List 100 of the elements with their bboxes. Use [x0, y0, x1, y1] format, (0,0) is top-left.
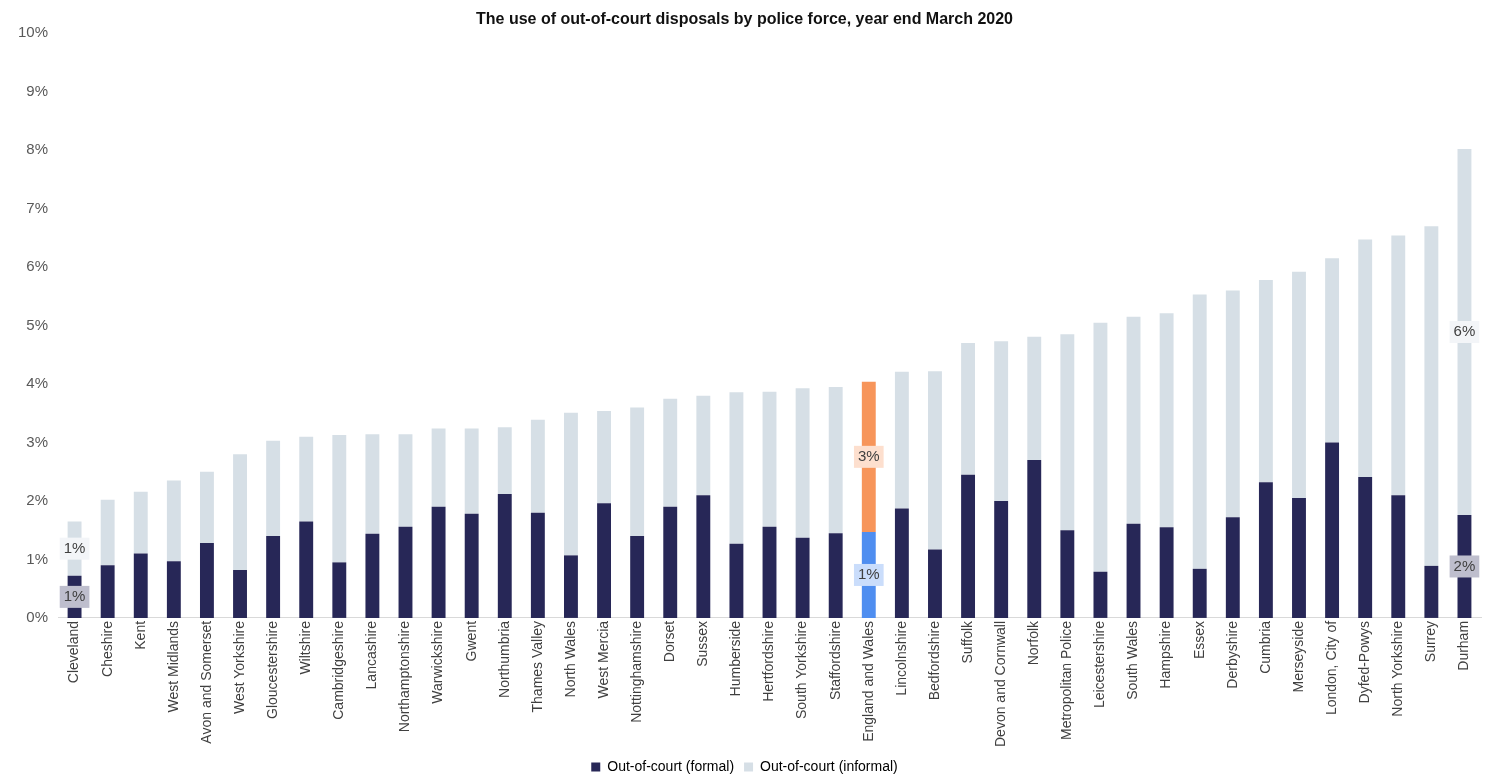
bar	[928, 549, 942, 618]
bar	[1292, 271, 1306, 499]
bar	[1391, 495, 1406, 618]
bar	[332, 434, 347, 563]
bar	[729, 543, 744, 618]
x-tick-label: London, City of	[1322, 620, 1339, 716]
x-tick-label: Lancashire	[363, 620, 380, 690]
bar	[663, 398, 678, 507]
x-tick-label: Leicestershire	[1091, 620, 1108, 709]
bar	[464, 513, 479, 618]
bar	[100, 499, 115, 566]
bar	[1258, 279, 1273, 483]
bar	[1060, 530, 1075, 618]
bar	[1159, 313, 1174, 528]
bar	[597, 410, 611, 504]
x-tick-label: Cumbria	[1256, 620, 1273, 674]
x-tick-label: Kent	[131, 620, 148, 650]
bar	[233, 454, 247, 570]
x-tick-label: Gwent	[462, 620, 479, 662]
bar	[431, 506, 446, 618]
y-tick-label: 6%	[26, 257, 49, 275]
bar	[166, 480, 181, 562]
x-tick-label: Thames Valley	[528, 620, 545, 713]
bar	[1225, 517, 1240, 618]
bar	[497, 493, 512, 618]
bar	[795, 388, 810, 538]
x-tick-label: North Yorkshire	[1389, 620, 1406, 717]
bar	[100, 565, 115, 618]
x-tick-label: Dorset	[661, 620, 678, 663]
bar	[894, 371, 909, 509]
x-tick-label: Avon and Somerset	[197, 620, 214, 744]
x-tick-label: West Yorkshire	[230, 620, 247, 715]
data-label: 1%	[63, 538, 86, 556]
bar	[1258, 482, 1273, 618]
bar	[994, 341, 1009, 501]
legend-label: Out-of-court (informal)	[760, 757, 898, 774]
x-tick-label: South Yorkshire	[793, 620, 810, 720]
bar	[696, 395, 711, 496]
bar	[497, 427, 512, 494]
x-tick-label: North Wales	[561, 620, 578, 698]
x-tick-label: Cambridgeshire	[330, 620, 347, 720]
bar	[1027, 336, 1042, 461]
bar	[1325, 258, 1340, 443]
y-tick-label: 1%	[26, 549, 49, 567]
x-tick-label: Gloucestershire	[263, 620, 280, 719]
x-tick-label: Humberside	[727, 620, 744, 697]
y-tick-label: 7%	[26, 198, 49, 216]
bar	[1292, 498, 1306, 618]
bar	[828, 533, 843, 618]
bar	[166, 561, 181, 618]
bar	[894, 508, 909, 618]
x-tick-label: Derbyshire	[1223, 620, 1240, 689]
bar	[1126, 316, 1141, 524]
bar	[1192, 568, 1207, 618]
bar	[928, 371, 942, 550]
x-tick-label: Metropolitan Police	[1058, 620, 1075, 740]
bar	[1060, 334, 1075, 531]
x-tick-label: Merseyside	[1289, 620, 1306, 693]
bar	[299, 436, 314, 522]
x-tick-label: Wiltshire	[297, 620, 314, 675]
bar	[795, 537, 810, 618]
bar	[663, 506, 678, 618]
bar	[1093, 322, 1108, 572]
x-tick-label: Northamptonshire	[396, 620, 413, 733]
bar	[266, 536, 281, 618]
bar	[365, 533, 380, 618]
y-tick-label: 2%	[26, 491, 49, 509]
x-tick-label: Nottinghamshire	[628, 620, 644, 723]
bar	[1325, 442, 1340, 618]
bar	[696, 495, 711, 618]
bar	[1424, 226, 1439, 566]
data-label: 2%	[1453, 556, 1476, 574]
bar	[961, 343, 976, 475]
data-label: 1%	[857, 565, 880, 583]
bar	[1358, 239, 1373, 478]
chart-title: The use of out-of-court disposals by police force, year end March 2020	[475, 10, 1014, 28]
bar	[630, 407, 645, 537]
data-label: 3%	[857, 446, 880, 464]
bar	[199, 543, 214, 618]
bar	[398, 434, 413, 527]
x-tick-label: Staffordshire	[826, 620, 843, 701]
x-tick-label: West Mercia	[594, 620, 611, 699]
bar	[299, 521, 314, 618]
bar	[994, 500, 1009, 618]
bar	[564, 412, 578, 556]
x-tick-label: Essex	[1190, 620, 1207, 660]
x-tick-label: Devon and Cornwall	[992, 620, 1009, 748]
bar	[199, 471, 214, 544]
legend-label: Out-of-court (formal)	[607, 757, 735, 774]
bar	[828, 386, 843, 534]
x-tick-label: Cheshire	[98, 620, 115, 677]
x-tick-label: Dyfed-Powys	[1356, 620, 1373, 704]
x-tick-label: Cleveland	[65, 620, 82, 684]
bar	[133, 553, 148, 618]
bar	[530, 512, 545, 618]
y-tick-label: 4%	[26, 374, 49, 392]
y-tick-label: 10%	[17, 23, 49, 41]
x-tick-label: Northumbria	[495, 620, 512, 698]
y-tick-label: 3%	[26, 432, 49, 450]
x-tick-label: Warwickshire	[429, 620, 446, 704]
